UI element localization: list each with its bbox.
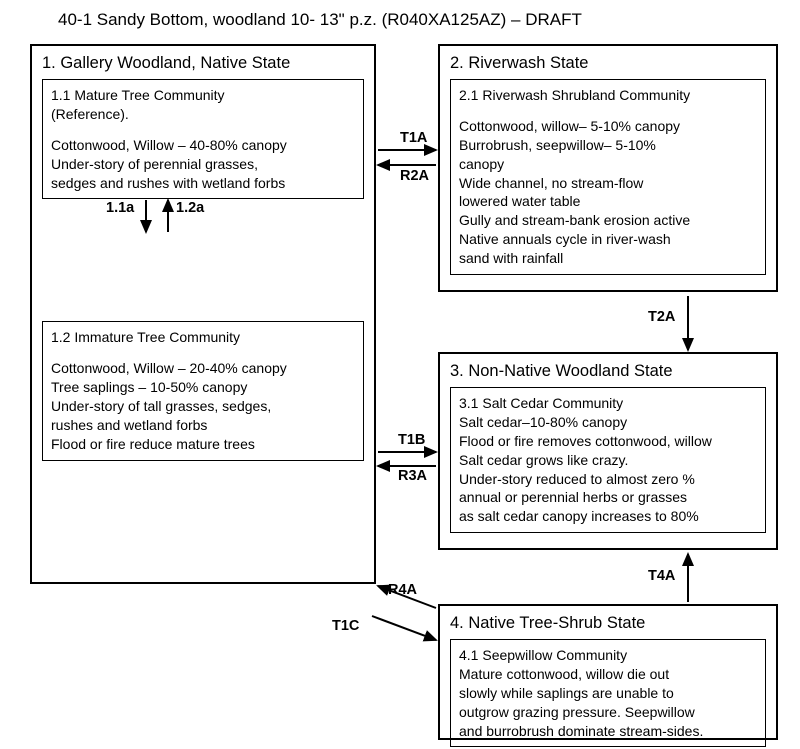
text-line: rushes and wetland forbs <box>51 416 355 435</box>
state-1-gallery-woodland: 1. Gallery Woodland, Native State 1.1 Ma… <box>30 44 376 584</box>
text-line: outgrow grazing pressure. Seepwillow <box>459 703 757 722</box>
state-1-title: 1. Gallery Woodland, Native State <box>42 54 366 73</box>
text-line: Under-story reduced to almost zero % <box>459 470 757 489</box>
transition-label-t1b: T1B <box>398 432 425 448</box>
transition-label-t4a: T4A <box>648 568 675 584</box>
text-line: 1.1 Mature Tree Community <box>51 86 355 105</box>
text-line: 1.2 Immature Tree Community <box>51 328 355 347</box>
page-title: 40-1 Sandy Bottom, woodland 10- 13" p.z.… <box>58 10 582 30</box>
text-line: Under-story of perennial grasses, <box>51 155 355 174</box>
text-line: Tree saplings – 10-50% canopy <box>51 378 355 397</box>
transition-label-r4a: R4A <box>388 582 417 598</box>
text-line: 3.1 Salt Cedar Community <box>459 394 757 413</box>
community-2-1: 2.1 Riverwash Shrubland Community Cotton… <box>450 79 766 275</box>
text-line: Cottonwood, Willow – 20-40% canopy <box>51 359 355 378</box>
text-line: 4.1 Seepwillow Community <box>459 646 757 665</box>
text-line: Native annuals cycle in river-wash <box>459 230 757 249</box>
state-3-nonnative-woodland: 3. Non-Native Woodland State 3.1 Salt Ce… <box>438 352 778 550</box>
text-line: Flood or fire removes cottonwood, willow <box>459 432 757 451</box>
community-1-2: 1.2 Immature Tree Community Cottonwood, … <box>42 321 364 460</box>
transition-label-t2a: T2A <box>648 309 675 325</box>
text-line: sand with rainfall <box>459 249 757 268</box>
text-line: Gully and stream-bank erosion active <box>459 211 757 230</box>
text-line: Salt cedar–10-80% canopy <box>459 413 757 432</box>
text-line: canopy <box>459 155 757 174</box>
text-line: Salt cedar grows like crazy. <box>459 451 757 470</box>
text-line: sedges and rushes with wetland forbs <box>51 174 355 193</box>
text-line: Under-story of tall grasses, sedges, <box>51 397 355 416</box>
state-4-native-tree-shrub: 4. Native Tree-Shrub State 4.1 Seepwillo… <box>438 604 778 740</box>
text-line: Flood or fire reduce mature trees <box>51 435 355 454</box>
transition-label-r3a: R3A <box>398 468 427 484</box>
text-line: as salt cedar canopy increases to 80% <box>459 507 757 526</box>
state-2-riverwash: 2. Riverwash State 2.1 Riverwash Shrubla… <box>438 44 778 292</box>
text-line: Cottonwood, Willow – 40-80% canopy <box>51 136 355 155</box>
transition-label-t1a: T1A <box>400 130 427 146</box>
state-2-title: 2. Riverwash State <box>450 54 768 73</box>
text-line: Burrobrush, seepwillow– 5-10% <box>459 136 757 155</box>
text-line: annual or perennial herbs or grasses <box>459 488 757 507</box>
transition-label-r2a: R2A <box>400 168 429 184</box>
text-line: (Reference). <box>51 105 355 124</box>
transition-label-t1c: T1C <box>332 618 359 634</box>
community-3-1: 3.1 Salt Cedar Community Salt cedar–10-8… <box>450 387 766 533</box>
transition-label-1-2a: 1.2a <box>176 200 204 216</box>
text-line: Mature cottonwood, willow die out <box>459 665 757 684</box>
text-line: slowly while saplings are unable to <box>459 684 757 703</box>
text-line: and burrobrush dominate stream-sides. <box>459 722 757 741</box>
text-line: 2.1 Riverwash Shrubland Community <box>459 86 757 105</box>
text-line: Cottonwood, willow– 5-10% canopy <box>459 117 757 136</box>
state-3-title: 3. Non-Native Woodland State <box>450 362 768 381</box>
text-line: Wide channel, no stream-flow <box>459 174 757 193</box>
community-1-1: 1.1 Mature Tree Community (Reference). C… <box>42 79 364 199</box>
community-4-1: 4.1 Seepwillow Community Mature cottonwo… <box>450 639 766 747</box>
transition-label-1-1a: 1.1a <box>106 200 134 216</box>
state-4-title: 4. Native Tree-Shrub State <box>450 614 768 633</box>
text-line: lowered water table <box>459 192 757 211</box>
